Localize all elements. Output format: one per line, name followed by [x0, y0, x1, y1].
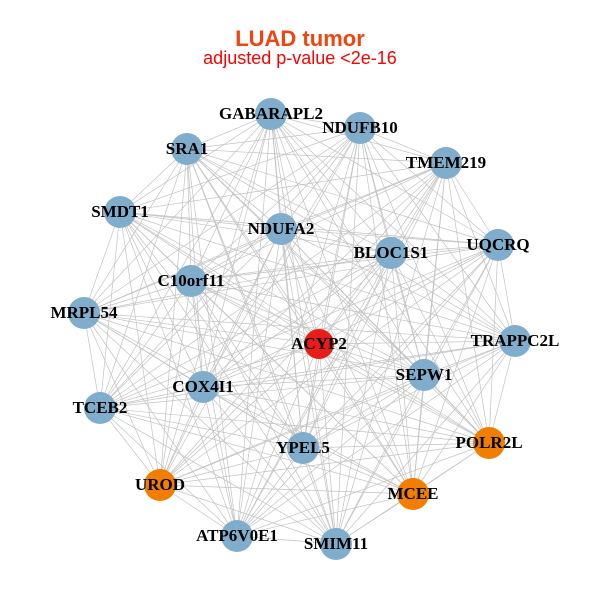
- svg-text:GABARAPL2: GABARAPL2: [219, 104, 323, 123]
- svg-text:NDUFA2: NDUFA2: [248, 219, 315, 238]
- svg-text:SRA1: SRA1: [166, 139, 209, 158]
- svg-text:NDUFB10: NDUFB10: [322, 118, 398, 137]
- svg-text:SMIM11: SMIM11: [304, 534, 368, 553]
- svg-text:SMDT1: SMDT1: [91, 202, 149, 221]
- svg-text:TMEM219: TMEM219: [406, 153, 486, 172]
- svg-text:TRAPPC2L: TRAPPC2L: [471, 331, 560, 350]
- svg-text:ATP6V0E1: ATP6V0E1: [196, 526, 278, 545]
- svg-text:MCEE: MCEE: [388, 484, 439, 503]
- svg-text:MRPL54: MRPL54: [50, 303, 118, 322]
- svg-text:TCEB2: TCEB2: [73, 398, 128, 417]
- svg-text:POLR2L: POLR2L: [455, 433, 522, 452]
- svg-text:COX4I1: COX4I1: [172, 377, 233, 396]
- svg-text:YPEL5: YPEL5: [276, 438, 330, 457]
- svg-text:BLOC1S1: BLOC1S1: [354, 243, 429, 262]
- svg-text:UROD: UROD: [135, 475, 185, 494]
- svg-text:C10orf11: C10orf11: [157, 271, 224, 290]
- svg-text:SEPW1: SEPW1: [396, 365, 453, 384]
- svg-text:UQCRQ: UQCRQ: [466, 235, 529, 254]
- svg-text:ACYP2: ACYP2: [291, 334, 347, 353]
